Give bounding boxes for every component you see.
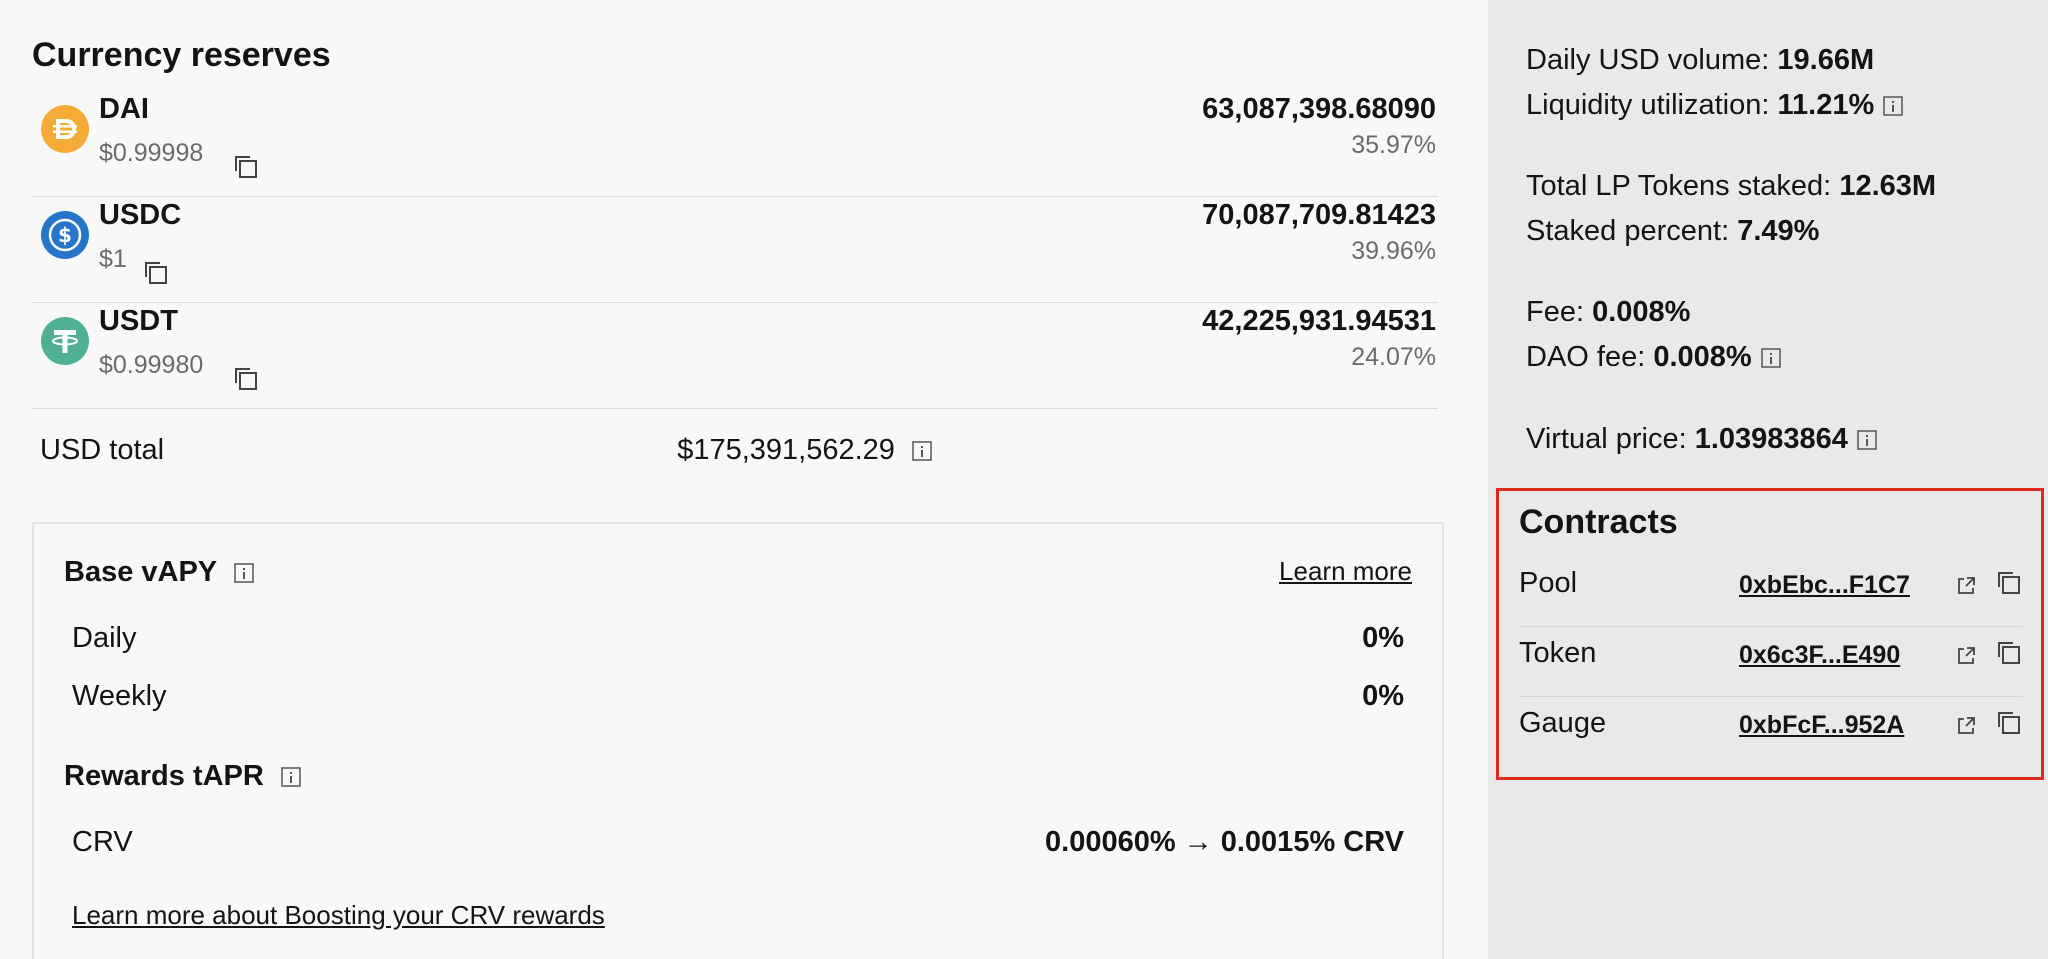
crv-label: CRV	[72, 826, 133, 858]
contract-label: Token	[1519, 637, 1597, 669]
usd-total-amount: $175,391,562.29	[677, 434, 895, 466]
staked-pct-value: 7.49%	[1737, 215, 1820, 247]
rewards-tapr-heading: Rewards tAPR	[64, 760, 302, 793]
reserve-row-usdt: USDT $0.99980 42,225,931.94531 24.07%	[32, 303, 1438, 409]
liquidity-util-value: 11.21%	[1777, 89, 1875, 121]
copy-icon[interactable]	[1995, 639, 2023, 667]
currency-reserves-title: Currency reserves	[32, 36, 331, 74]
coin-symbol: DAI	[99, 93, 149, 125]
virtual-price-label: Virtual price:	[1526, 423, 1687, 455]
liquidity-util-label: Liquidity utilization:	[1526, 89, 1770, 121]
coin-amount: 63,087,398.68090	[1202, 93, 1436, 125]
info-icon[interactable]	[280, 766, 302, 788]
contract-row-gauge: Gauge 0xbFcF...952A	[1519, 697, 2023, 767]
copy-icon[interactable]	[1995, 709, 2023, 737]
info-icon[interactable]	[911, 440, 933, 462]
fee-stat: Fee: 0.008%	[1526, 296, 1690, 329]
fee-value: 0.008%	[1592, 296, 1691, 328]
usdc-icon: $	[41, 211, 89, 259]
lp-staked-label: Total LP Tokens staked:	[1526, 170, 1832, 202]
info-icon[interactable]	[1760, 347, 1782, 369]
base-vapy-heading: Base vAPY	[64, 556, 255, 589]
contract-address-link[interactable]: 0xbFcF...952A	[1739, 711, 1905, 739]
usdt-icon	[41, 317, 89, 365]
coin-amount: 42,225,931.94531	[1202, 305, 1436, 337]
info-icon[interactable]	[1856, 429, 1878, 451]
coin-percent: 24.07%	[1351, 343, 1436, 371]
usd-total-label: USD total	[40, 434, 165, 466]
reserve-row-dai: DAI $0.99998 63,087,398.68090 35.97%	[32, 91, 1438, 197]
staked-percent-stat: Staked percent: 7.49%	[1526, 215, 1819, 248]
contract-row-token: Token 0x6c3F...E490	[1519, 627, 2023, 697]
virtual-price-value: 1.03983864	[1694, 423, 1848, 455]
reserve-row-usdc: $ USDC $1 70,087,709.81423 39.96%	[32, 197, 1438, 303]
coin-percent: 39.96%	[1351, 237, 1436, 265]
contracts-section: Contracts Pool 0xbEbc...F1C7 Token 0x6c3…	[1496, 488, 2044, 780]
coin-price: $1	[99, 245, 127, 273]
coin-symbol: USDT	[99, 305, 178, 337]
copy-icon[interactable]	[142, 259, 170, 287]
apy-card: Base vAPY Learn more Daily 0% Weekly 0% …	[32, 522, 1444, 959]
rewards-tapr-title: Rewards tAPR	[64, 760, 264, 792]
learn-more-link[interactable]: Learn more	[1279, 556, 1412, 586]
staked-pct-label: Staked percent:	[1526, 215, 1730, 247]
fee-label: Fee:	[1526, 296, 1585, 328]
dao-fee-label: DAO fee:	[1526, 341, 1646, 373]
daily-label: Daily	[72, 622, 137, 654]
contract-label: Pool	[1519, 567, 1578, 599]
pool-details-panel: Currency reserves DAI $0.99998 63,087,39…	[32, 36, 1444, 959]
coin-symbol: USDC	[99, 199, 182, 231]
liquidity-utilization-stat: Liquidity utilization: 11.21%	[1526, 89, 1904, 122]
pool-stats-sidebar: Daily USD volume: 19.66M Liquidity utili…	[1488, 0, 2048, 959]
lp-staked-value: 12.63M	[1839, 170, 1937, 202]
contract-label: Gauge	[1519, 707, 1607, 739]
usd-total-value: $175,391,562.29	[677, 434, 933, 467]
external-link-icon[interactable]	[1955, 645, 1977, 667]
base-vapy-title: Base vAPY	[64, 556, 217, 588]
copy-icon[interactable]	[232, 365, 260, 393]
daily-volume-stat: Daily USD volume: 19.66M	[1526, 44, 1874, 77]
boost-crv-link[interactable]: Learn more about Boosting your CRV rewar…	[72, 900, 605, 930]
daily-volume-value: 19.66M	[1777, 44, 1875, 76]
contracts-title: Contracts	[1519, 503, 1678, 541]
coin-percent: 35.97%	[1351, 131, 1436, 159]
coin-amount: 70,087,709.81423	[1202, 199, 1436, 231]
copy-icon[interactable]	[232, 153, 260, 181]
info-icon[interactable]	[233, 562, 255, 584]
info-icon[interactable]	[1882, 95, 1904, 117]
daily-volume-label: Daily USD volume:	[1526, 44, 1770, 76]
daily-value: 0%	[1362, 622, 1404, 654]
weekly-label: Weekly	[72, 680, 167, 712]
contract-row-pool: Pool 0xbEbc...F1C7	[1519, 557, 2023, 627]
crv-value: 0.00060% → 0.0015% CRV	[1045, 826, 1404, 858]
coin-price: $0.99998	[99, 139, 204, 167]
copy-icon[interactable]	[1995, 569, 2023, 597]
dao-fee-value: 0.008%	[1653, 341, 1752, 373]
dao-fee-stat: DAO fee: 0.008%	[1526, 341, 1782, 374]
contract-address-link[interactable]: 0x6c3F...E490	[1739, 641, 1901, 669]
virtual-price-stat: Virtual price: 1.03983864	[1526, 423, 1878, 456]
contract-address-link[interactable]: 0xbEbc...F1C7	[1739, 571, 1910, 599]
svg-text:$: $	[58, 223, 72, 247]
external-link-icon[interactable]	[1955, 715, 1977, 737]
weekly-value: 0%	[1362, 680, 1404, 712]
lp-staked-stat: Total LP Tokens staked: 12.63M	[1526, 170, 1936, 203]
external-link-icon[interactable]	[1955, 575, 1977, 597]
coin-price: $0.99980	[99, 351, 204, 379]
dai-icon	[41, 105, 89, 153]
